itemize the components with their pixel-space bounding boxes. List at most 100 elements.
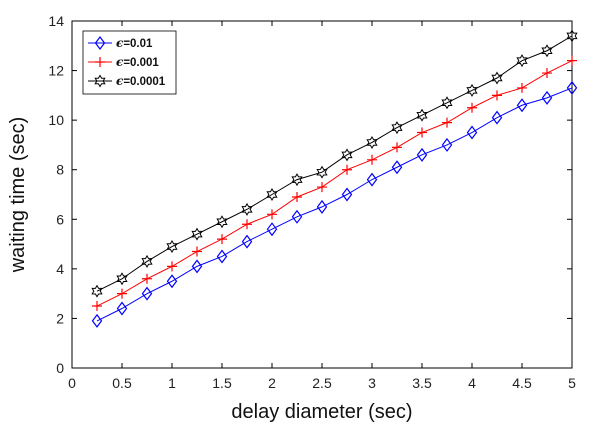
data-point <box>116 272 128 286</box>
data-point <box>266 188 278 201</box>
y-tick-label: 10 <box>48 112 64 128</box>
series-diamond <box>91 80 578 328</box>
data-point <box>217 234 227 245</box>
data-point <box>292 191 302 202</box>
data-point <box>442 117 452 128</box>
data-point <box>92 301 102 312</box>
data-point <box>367 154 377 165</box>
data-point <box>291 173 303 187</box>
data-point <box>242 219 252 230</box>
data-point <box>416 147 428 162</box>
data-point <box>391 160 403 175</box>
data-point <box>141 254 153 268</box>
data-point <box>342 164 352 175</box>
x-tick-label: 4.5 <box>512 375 532 391</box>
y-tick-label: 12 <box>48 63 64 79</box>
data-point <box>341 148 353 162</box>
x-tick-label: 2 <box>268 375 276 391</box>
data-point <box>541 44 553 58</box>
data-point <box>491 71 503 85</box>
legend-epsilon: ϵ <box>116 74 124 88</box>
data-point <box>117 288 127 299</box>
data-point <box>141 286 153 301</box>
legend-label: ϵ=0.001 <box>116 55 159 69</box>
series-line <box>96 60 573 307</box>
legend-epsilon: ϵ <box>116 55 124 69</box>
data-point <box>416 108 428 122</box>
legend-item: ϵ=0.01 <box>88 36 153 50</box>
data-point <box>441 96 453 110</box>
data-point <box>216 215 228 229</box>
y-tick-label: 0 <box>56 360 64 376</box>
series-plus <box>92 55 577 312</box>
data-point <box>341 187 353 202</box>
data-point <box>167 261 177 272</box>
x-tick-label: 2.5 <box>312 375 332 391</box>
data-point <box>516 98 528 113</box>
data-point <box>441 137 453 152</box>
data-point <box>567 55 577 66</box>
data-point <box>566 29 578 43</box>
legend-value: =0.001 <box>123 57 159 69</box>
x-axis-title: delay diameter (sec) <box>231 401 412 423</box>
y-axis: 0 2 4 6 8 10 12 14 <box>48 13 572 376</box>
y-tick-label: 14 <box>48 13 64 29</box>
y-tick-label: 2 <box>56 310 64 326</box>
data-point <box>417 127 427 138</box>
legend-item: ϵ=0.0001 <box>88 74 166 88</box>
legend-epsilon: ϵ <box>116 36 124 50</box>
data-point <box>241 202 253 216</box>
data-point <box>391 121 403 135</box>
x-tick-label: 4 <box>468 375 476 391</box>
data-point <box>192 246 202 257</box>
data-point <box>91 313 103 328</box>
data-point <box>191 259 203 274</box>
x-tick-label: 3.5 <box>412 375 432 391</box>
x-tick-label: 0 <box>68 375 76 391</box>
data-point <box>267 209 277 220</box>
series-layer <box>91 29 578 328</box>
legend-marker <box>94 74 106 88</box>
data-point <box>91 284 103 298</box>
x-tick-label: 3 <box>368 375 376 391</box>
data-point <box>541 90 553 105</box>
data-point <box>466 125 478 140</box>
y-axis-title: waiting time (sec) <box>7 117 29 274</box>
data-point <box>491 110 503 125</box>
data-point <box>516 54 528 68</box>
legend-label: ϵ=0.01 <box>116 36 153 50</box>
series-line <box>96 87 573 322</box>
legend-marker <box>94 36 106 50</box>
y-tick-label: 4 <box>56 261 64 277</box>
data-point <box>392 142 402 153</box>
data-point <box>366 172 378 187</box>
x-tick-label: 0.5 <box>112 375 132 391</box>
y-tick-label: 6 <box>56 211 64 227</box>
data-point <box>467 102 477 113</box>
x-tick-label: 1 <box>168 375 176 391</box>
y-tick-label: 8 <box>56 162 64 178</box>
data-point <box>191 227 203 241</box>
data-point <box>116 301 128 316</box>
data-point <box>517 82 527 93</box>
data-point <box>566 80 578 95</box>
series-star <box>91 29 578 298</box>
data-point <box>266 222 278 237</box>
data-point <box>216 249 228 264</box>
data-point <box>142 273 152 284</box>
x-axis: 0 0.5 1 1.5 2 2.5 3 3.5 4 4.5 5 <box>68 21 576 391</box>
data-point <box>317 182 327 193</box>
legend-value: =0.01 <box>123 38 153 50</box>
data-point <box>542 68 552 79</box>
data-point <box>466 83 478 97</box>
legend-item: ϵ=0.001 <box>88 55 159 69</box>
data-point <box>166 240 178 254</box>
legend-marker <box>95 57 105 67</box>
x-tick-label: 5 <box>568 375 576 391</box>
data-point <box>366 135 378 149</box>
data-point <box>291 209 303 224</box>
data-point <box>316 199 328 214</box>
legend-label: ϵ=0.0001 <box>116 74 166 88</box>
